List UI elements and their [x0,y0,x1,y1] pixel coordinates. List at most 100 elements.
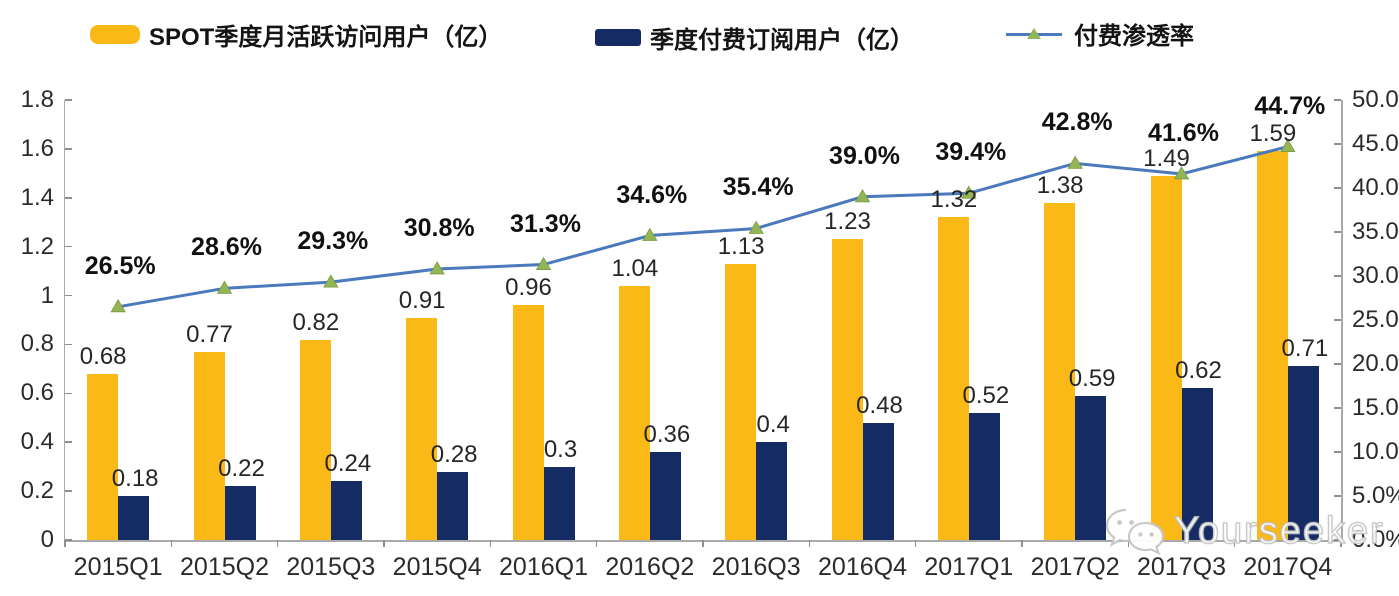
x-axis-tick [1233,540,1236,547]
bar-subscribers-2016Q4 [862,422,894,540]
bar-mau-2016Q4 [831,239,863,540]
x-axis-label-2016Q2: 2016Q2 [605,553,695,581]
y-axis-label: 1.2 [20,232,54,260]
y-axis-tick [65,539,72,541]
bar-subscribers-2015Q1 [118,496,150,540]
right-axis-label: 20.0% [1352,350,1399,377]
right-axis-label: 40.0% [1352,174,1399,201]
legend-label-subscribers: 季度付费订阅用户（亿） [650,27,914,54]
x-axis-label-2015Q1: 2015Q1 [73,553,163,581]
bar-subscribers-2016Q2 [649,452,681,540]
triangle-marker-icon [1027,27,1041,39]
right-axis-tick [1334,495,1341,497]
right-axis-tick [1334,451,1341,453]
line-marker-2015Q1 [110,299,126,313]
right-axis-tick [1334,275,1341,277]
x-axis-label-2016Q1: 2016Q1 [499,553,588,581]
line-marker-2016Q2 [642,227,658,241]
y-axis-tick [65,197,72,199]
x-axis-label-2016Q4: 2016Q4 [818,553,907,581]
right-axis-tick [1334,187,1341,189]
x-axis-label-2017Q2: 2017Q2 [1030,553,1120,581]
bar-mau-2015Q3 [299,339,331,540]
x-axis-label-2015Q4: 2015Q4 [392,553,482,581]
right-axis-label: 25.0% [1352,306,1399,333]
bar-subscribers-2016Q3 [756,442,788,540]
line-marker-2016Q4 [854,189,871,203]
y-axis-label: 0.8 [20,330,54,358]
x-axis-tick [1021,540,1023,547]
x-axis-tick [64,540,66,547]
x-axis-tick [383,540,385,547]
y-axis-tick [65,245,72,248]
bar-mau-2017Q1 [937,217,969,540]
right-axis-label: 15.0% [1352,394,1399,421]
x-axis-tick [595,540,598,547]
x-axis-label-2016Q3: 2016Q3 [711,553,801,581]
x-axis-tick [808,540,811,547]
y-axis-tick [65,392,72,395]
bar-subscribers-2015Q4 [437,471,469,540]
right-axis-label: 50.0% [1352,86,1399,113]
right-axis-line [1341,100,1343,542]
x-axis-label-2015Q3: 2015Q3 [286,553,376,581]
y-axis-label: 1.8 [20,86,54,113]
watermark: Yourseeker [1104,503,1385,559]
legend-swatch-penetration [1006,21,1062,47]
right-axis-label: 30.0% [1352,262,1399,289]
right-axis-label: 45.0% [1352,130,1399,157]
legend-label-penetration: 付费渗透率 [1074,23,1194,50]
bar-subscribers-2016Q1 [543,466,575,540]
line-marker-2015Q2 [216,280,233,294]
y-axis-label: 1 [40,281,54,309]
right-axis-tick [1334,99,1341,101]
y-axis-label: 0 [40,526,54,553]
legend-item-penetration: 付费渗透率 [1006,16,1194,51]
bar-mau-2016Q1 [512,305,544,540]
bar-mau-2015Q4 [406,317,438,540]
y-axis-tick [65,441,72,443]
y-axis-tick [65,99,72,101]
y-axis-tick [65,343,72,346]
bar-mau-2016Q2 [618,285,650,540]
bar-subscribers-2015Q3 [330,481,362,540]
y-axis-label: 1.4 [20,183,54,211]
y-axis-tick [65,294,72,297]
right-axis-tick [1334,231,1341,233]
bar-subscribers-2017Q1 [968,412,1000,540]
legend-item-mau: SPOT季度月活跃访问用户（亿） [90,17,502,52]
line-marker-2015Q4 [429,261,445,275]
bar-mau-2017Q2 [1044,202,1076,540]
right-axis-tick [1334,363,1341,365]
bar-subscribers-2017Q4 [1287,366,1319,540]
legend-swatch-subscribers [595,29,641,46]
watermark-text: Yourseeker [1173,509,1385,552]
line-marker-2017Q4 [1280,138,1296,153]
line-marker-2017Q3 [1173,166,1190,180]
x-axis-tick [702,540,704,547]
right-axis-label: 0.0% [1352,526,1399,553]
bar-subscribers-2017Q2 [1075,395,1107,540]
x-axis-tick [170,540,173,547]
x-axis-tick [914,540,917,547]
line-marker-2017Q2 [1067,155,1083,169]
right-axis-label: 10.0% [1352,438,1399,465]
y-axis-label: 0.2 [20,477,54,505]
x-axis-label-2017Q1: 2017Q1 [924,553,1014,581]
wechat-icon [1105,508,1165,556]
x-axis-tick [1127,540,1130,547]
y-axis-label: 0.6 [20,379,54,407]
y-axis-label: 0.4 [20,428,54,456]
right-axis-label: 5.0% [1352,482,1399,509]
bar-mau-2017Q3 [1150,175,1182,540]
line-marker-2016Q3 [748,220,764,234]
right-axis-label: 35.0% [1352,218,1399,245]
bar-subscribers-2015Q2 [224,486,256,540]
x-axis-label-2017Q3: 2017Q3 [1137,553,1226,581]
x-axis-tick [489,540,492,547]
y-axis-line [63,100,65,542]
x-axis-label-2017Q4: 2017Q4 [1243,553,1333,581]
right-axis-tick [1334,319,1341,321]
